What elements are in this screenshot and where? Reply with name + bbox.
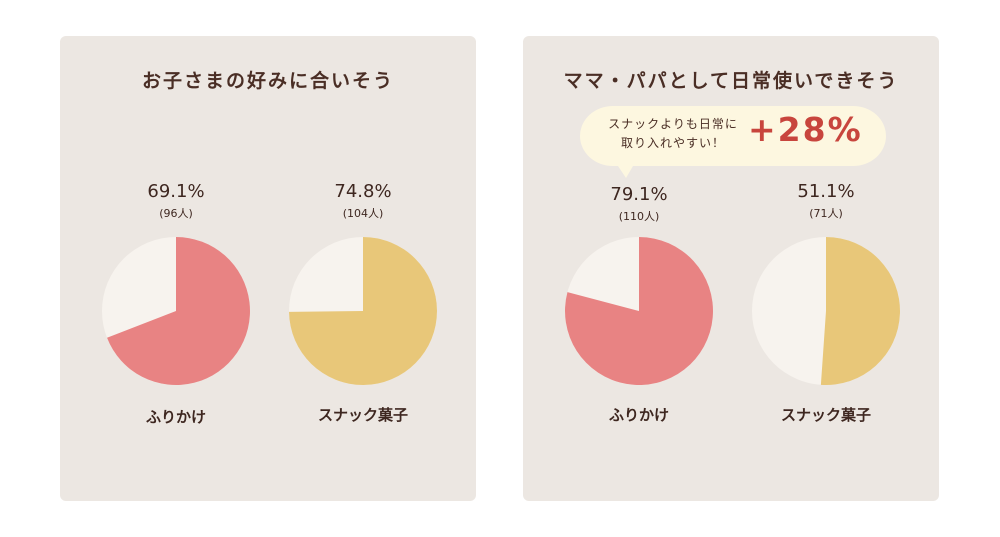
callout-line-2: 取り入れやすい！ [620, 136, 725, 150]
chart-panel-daily-use: ママ・パパとして日常使いできそう スナックよりも日常に 取り入れやすい！ +28… [523, 36, 939, 501]
pie-slice-value-furikake [107, 237, 251, 385]
percent-label-furikake: 69.1% [147, 181, 205, 202]
percent-label-snack: 74.8% [334, 181, 392, 202]
count-label-furikake: (110人) [618, 210, 660, 223]
callout-bubble: スナックよりも日常に 取り入れやすい！ +28% [578, 104, 888, 178]
pie-label-snack: スナック菓子 [780, 406, 871, 424]
callout-line-1: スナックよりも日常に [608, 117, 738, 131]
chart-title: お子さまの好みに合いそう [141, 70, 394, 92]
chart-panel-child-preference: お子さまの好みに合いそう 69.1% (96人) ふりかけ 74.8% (104… [60, 36, 476, 501]
pie-snack [289, 237, 437, 385]
callout-highlight: +28% [748, 110, 863, 149]
count-label-snack: (104人) [342, 207, 384, 220]
pie-furikake [565, 237, 713, 385]
percent-label-furikake: 79.1% [610, 184, 668, 205]
pie-slice-value-furikake [565, 237, 713, 385]
chart-title: ママ・パパとして日常使いできそう [563, 70, 899, 92]
percent-label-snack: 51.1% [797, 181, 855, 202]
count-label-furikake: (96人) [159, 207, 193, 220]
callout-text: スナックよりも日常に 取り入れやすい！ [598, 115, 748, 153]
pie-label-furikake: ふりかけ [145, 408, 206, 426]
pie-slice-value-snack [289, 237, 437, 385]
count-label-snack: (71人) [809, 207, 843, 220]
pie-furikake [102, 237, 251, 385]
pie-snack [752, 237, 900, 385]
pie-slice-value-snack [820, 237, 900, 385]
callout-bubble-shape [580, 106, 886, 178]
pie-label-snack: スナック菓子 [317, 406, 408, 424]
pie-label-furikake: ふりかけ [608, 406, 669, 424]
